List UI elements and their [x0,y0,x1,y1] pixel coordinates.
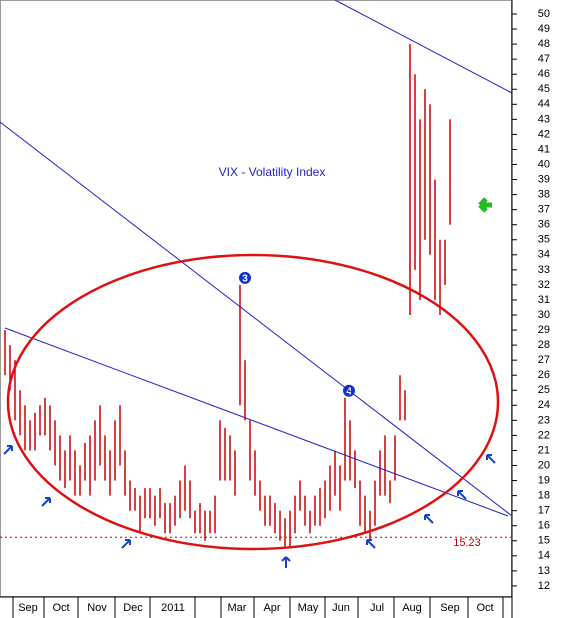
x-tick-label: 2011 [161,602,185,614]
y-tick-label: 34 [538,249,550,261]
y-tick-label: 43 [538,113,550,125]
y-tick-label: 35 [538,234,550,246]
y-tick-label: 31 [538,294,550,306]
y-tick-label: 32 [538,279,550,291]
y-tick-label: 29 [538,324,550,336]
y-tick-label: 18 [538,490,550,502]
x-tick-label: Mar [228,602,247,614]
marker-label: 3 [242,274,248,285]
y-tick-label: 28 [538,339,550,351]
y-tick-label: 21 [538,444,550,456]
y-tick-label: 46 [538,68,550,80]
x-tick-label: May [298,602,319,614]
x-tick-label: Apr [263,602,280,614]
ellipse [6,253,500,551]
y-tick-label: 13 [538,565,550,577]
x-tick-label: Oct [52,602,69,614]
y-tick-label: 47 [538,53,550,65]
marker-label: 4 [346,386,352,397]
y-tick-label: 26 [538,369,550,381]
annotations [0,0,513,568]
support-label: 15.23 [453,537,481,549]
y-tick-label: 22 [538,429,550,441]
y-tick-label: 49 [538,23,550,35]
y-tick-label: 36 [538,219,550,231]
y-tick-label: 27 [538,354,550,366]
x-tick-label: Jul [370,602,384,614]
x-tick-label: Dec [123,602,143,614]
trend-line [334,0,513,94]
y-tick-label: 38 [538,189,550,201]
y-tick-label: 17 [538,505,550,517]
y-tick-label: 40 [538,158,550,170]
y-tick-label: 15 [538,535,550,547]
y-tick-label: 33 [538,264,550,276]
y-tick-label: 16 [538,520,550,532]
y-tick-label: 25 [538,384,550,396]
y-tick-label: 19 [538,474,550,486]
y-tick-label: 37 [538,204,550,216]
x-tick-label: Nov [87,602,107,614]
x-tick-label: Oct [476,602,493,614]
y-tick-label: 20 [538,459,550,471]
y-tick-label: 23 [538,414,550,426]
y-tick-label: 30 [538,309,550,321]
arrows [3,445,496,568]
x-tick-label: Aug [402,602,422,614]
trend-line [4,327,509,517]
y-tick-label: 45 [538,83,550,95]
green-arrow [478,197,492,213]
y-tick-label: 48 [538,38,550,50]
y-tick-label: 50 [538,8,550,20]
y-tick-label: 12 [538,580,550,592]
x-tick-label: Sep [18,602,38,614]
y-tick-label: 42 [538,128,550,140]
y-tick-label: 44 [538,98,550,110]
y-tick-label: 39 [538,173,550,185]
y-tick-label: 41 [538,143,550,155]
x-tick-label: Sep [440,602,460,614]
chart-title: VIX - Volatility Index [219,165,326,179]
marker [239,271,251,284]
trend-line [0,121,513,517]
x-tick-label: Jun [332,602,350,614]
y-tick-label: 14 [538,550,550,562]
y-tick-label: 24 [538,399,550,411]
